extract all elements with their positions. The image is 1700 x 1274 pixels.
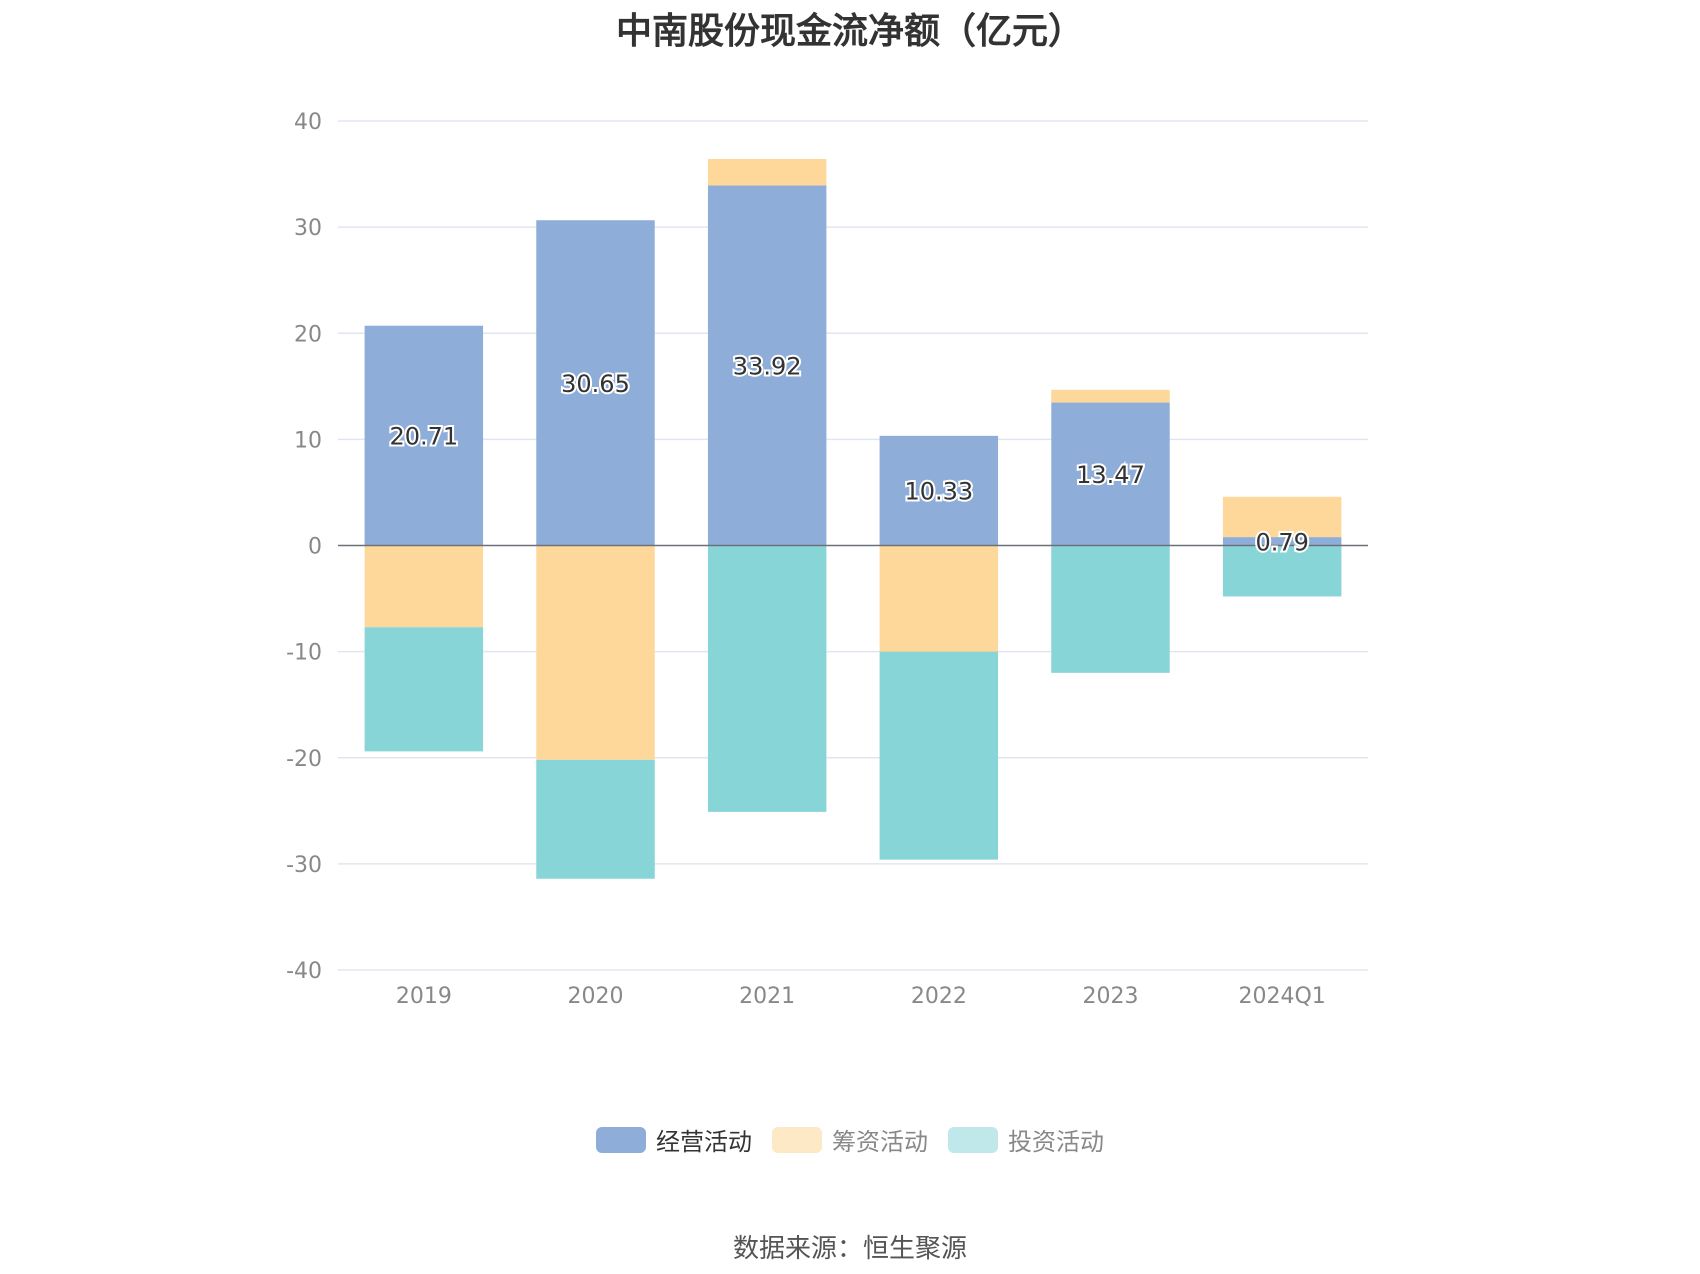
legend-label-financing: 筹资活动 [832,1128,928,1156]
legend-label-operating: 经营活动 [656,1128,752,1156]
axis-layer: 40 30 20 10 0 -10 -20 -30 -40 2019 2020 2021 2022 202… [286,110,1368,1009]
y-tick-label: 0 [308,535,322,560]
y-tick-label: 10 [294,428,322,453]
legend-swatch-financing [772,1126,822,1153]
y-tick-label: -30 [286,853,322,878]
data-label: 20.71 [389,423,458,451]
bar-operating-2019[interactable] [364,325,484,546]
legend-swatch-investing [948,1126,998,1153]
y-tick-label: -40 [286,959,322,984]
x-tick-label: 2023 [1083,984,1139,1009]
bar-financing-2024Q1[interactable] [1222,496,1342,538]
legend-item-operating[interactable]: 经营活动 [596,1122,752,1157]
bar-investing-2024Q1[interactable] [1222,545,1342,597]
legend-swatch-operating [596,1126,646,1153]
chart-title: 中南股份现金流净额（亿元） [615,11,1084,52]
grid-layer [338,120,1368,971]
data-label: 0.79 [1255,528,1308,556]
y-tick-label: 20 [294,322,322,347]
data-label: 10.33 [904,478,973,506]
legend: 经营活动 筹资活动 投资活动 [0,1122,1700,1157]
data-label: 30.65 [561,370,630,398]
bar-investing-2019[interactable] [364,627,484,752]
bar-operating-2021[interactable] [707,185,827,546]
bar-financing-2023[interactable] [1051,389,1170,403]
bar-investing-2022[interactable] [879,651,999,860]
legend-item-investing[interactable]: 投资活动 [948,1122,1104,1157]
bar-investing-2021[interactable] [707,545,827,812]
bar-operating-2022[interactable] [879,435,999,546]
bar-investing-2020[interactable] [536,759,655,879]
bars-layer [364,158,1342,879]
data-source: 数据来源：恒生聚源 [732,1234,967,1264]
legend-label-investing: 投资活动 [1008,1128,1104,1156]
x-tick-label: 2020 [568,984,624,1009]
bar-financing-2020[interactable] [536,545,655,760]
bar-financing-2019[interactable] [364,545,484,628]
y-tick-label: -10 [286,641,322,666]
x-tick-label: 2022 [911,984,967,1009]
data-label: 33.92 [733,353,802,381]
y-tick-label: 40 [294,110,322,135]
bar-investing-2023[interactable] [1051,545,1170,673]
bar-operating-2020[interactable] [536,220,655,546]
y-tick-label: 30 [294,216,322,241]
bar-operating-2024Q1[interactable] [1222,537,1342,546]
bar-operating-2023[interactable] [1051,402,1170,546]
x-tick-label: 2024Q1 [1239,984,1326,1009]
labels-layer: 20.71 30.65 33.92 10.33 13.47 0.79 [387,351,1310,559]
legend-item-financing[interactable]: 筹资活动 [772,1122,928,1157]
x-tick-label: 2019 [396,984,452,1009]
y-tick-label: -20 [286,747,322,772]
bar-financing-2021[interactable] [707,158,827,186]
data-label: 13.47 [1076,461,1145,489]
x-tick-label: 2021 [739,984,795,1009]
bar-financing-2022[interactable] [879,545,999,652]
